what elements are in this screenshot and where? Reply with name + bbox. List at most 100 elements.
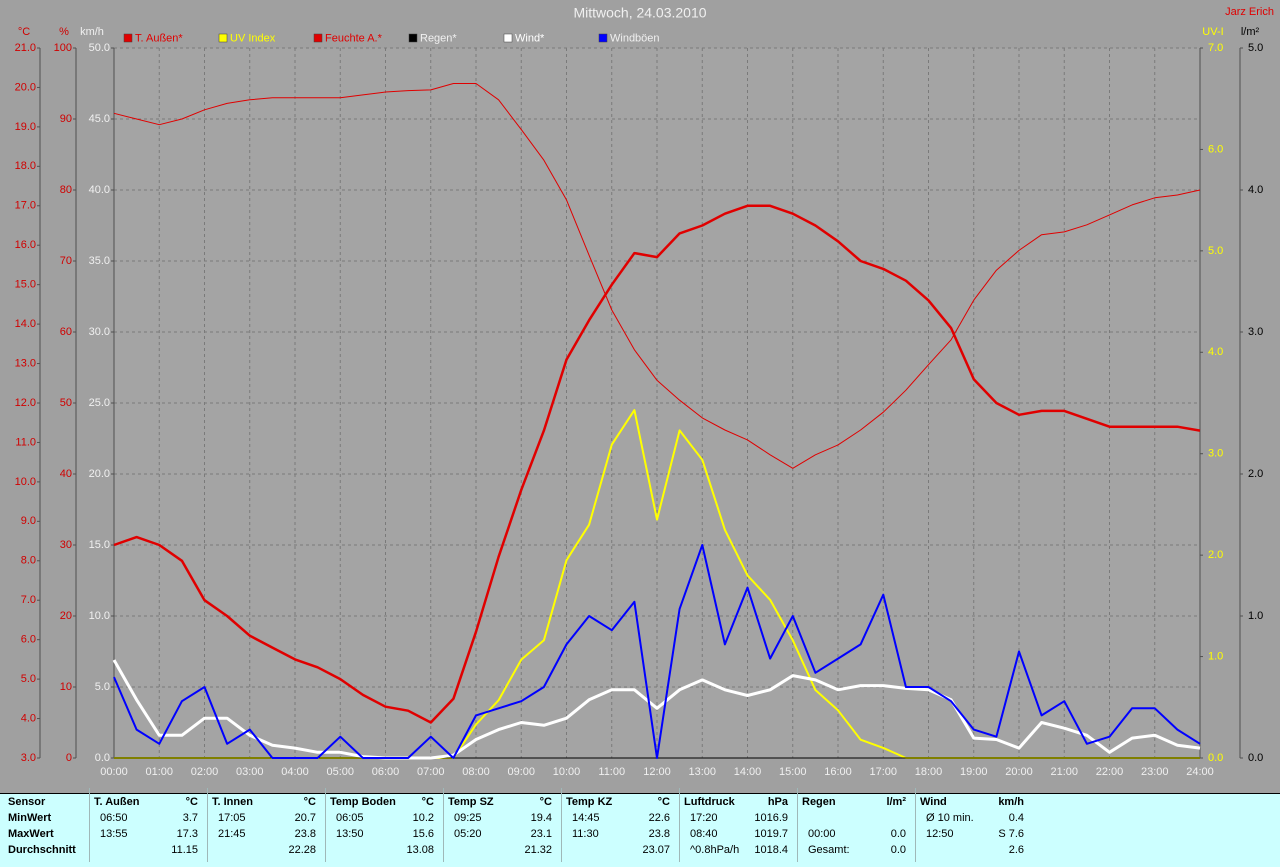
y-tick-label: 4.0 <box>21 712 36 724</box>
legend-swatch <box>408 33 418 43</box>
cell-time: 06:05 <box>336 812 364 824</box>
legend-swatch <box>598 33 608 43</box>
y-tick-label: 3.0 <box>21 752 36 764</box>
chart-title: Mittwoch, 24.03.2010 <box>573 5 706 21</box>
cell-time: 08:40 <box>690 828 718 840</box>
x-tick-label: 00:00 <box>100 766 128 778</box>
x-tick-label: 13:00 <box>688 766 716 778</box>
cell-value: 11.15 <box>171 844 198 856</box>
y-tick-label: 12.0 <box>15 397 36 409</box>
axis-label: % <box>59 26 69 38</box>
group-unit: l/m² <box>886 796 906 808</box>
y-tick-label: 5.0 <box>1248 42 1263 54</box>
y-tick-label: 25.0 <box>89 397 110 409</box>
y-tick-label: 5.0 <box>21 673 36 685</box>
cell-time: 13:50 <box>336 828 364 840</box>
group-unit: hPa <box>767 796 788 808</box>
y-tick-label: 1.0 <box>1208 650 1223 662</box>
x-tick-label: 03:00 <box>236 766 264 778</box>
cell-time: 09:25 <box>454 812 482 824</box>
cell-value: 20.7 <box>294 812 316 824</box>
row-label: Sensor <box>8 796 46 808</box>
cell-value: 3.7 <box>182 812 198 824</box>
cell-time: 11:30 <box>572 828 599 840</box>
x-tick-label: 18:00 <box>915 766 943 778</box>
y-tick-label: 30.0 <box>89 326 110 338</box>
cell-value: 13.08 <box>406 844 434 856</box>
legend-swatch <box>123 33 133 43</box>
cell-value: 22.6 <box>648 812 670 824</box>
separator <box>325 788 326 862</box>
y-tick-label: 5.0 <box>95 681 110 693</box>
y-tick-label: 10.0 <box>89 610 110 622</box>
cell-value: 17.3 <box>176 828 198 840</box>
group-name: T. Außen <box>94 796 140 808</box>
cell-value: 15.6 <box>412 828 434 840</box>
cell-value: 1018.4 <box>754 844 788 856</box>
cell-value: 10.2 <box>412 812 434 824</box>
y-tick-label: 0.0 <box>95 752 110 764</box>
y-tick-label: 7.0 <box>21 594 36 606</box>
cell-value: 1016.9 <box>754 812 788 824</box>
y-tick-label: 35.0 <box>89 255 110 267</box>
group-name: Regen <box>802 796 836 808</box>
x-tick-label: 10:00 <box>553 766 581 778</box>
x-tick-label: 20:00 <box>1005 766 1033 778</box>
y-tick-label: 0.0 <box>1248 752 1263 764</box>
separator <box>89 788 90 862</box>
cell-time: 05:20 <box>454 828 482 840</box>
cell-value: 22.28 <box>288 844 316 856</box>
cell-time: 00:00 <box>808 828 836 840</box>
separator <box>797 788 798 862</box>
y-tick-label: 15.0 <box>15 279 36 291</box>
y-tick-label: 3.0 <box>1248 326 1263 338</box>
cell-time: 17:05 <box>218 812 246 824</box>
legend-swatch <box>313 33 323 43</box>
cell-value: S 7.6 <box>998 828 1024 840</box>
y-tick-label: 8.0 <box>21 555 36 567</box>
y-tick-label: 16.0 <box>15 239 36 251</box>
y-tick-label: 20.0 <box>89 468 110 480</box>
cell-time: 13:55 <box>100 828 128 840</box>
y-tick-label: 2.0 <box>1208 549 1223 561</box>
y-tick-label: 3.0 <box>1208 448 1223 460</box>
y-tick-label: 20.0 <box>15 81 36 93</box>
cell-value: 19.4 <box>530 812 552 824</box>
y-tick-label: 30 <box>60 539 72 551</box>
y-tick-label: 2.0 <box>1248 468 1263 480</box>
row-label: Durchschnitt <box>8 844 76 856</box>
legend-label: UV Index <box>230 32 276 44</box>
x-tick-label: 19:00 <box>960 766 988 778</box>
cell-value: 1019.7 <box>754 828 788 840</box>
legend-label: Windböen <box>610 32 660 44</box>
x-tick-label: 02:00 <box>191 766 219 778</box>
x-tick-label: 01:00 <box>145 766 173 778</box>
legend-label: Wind* <box>515 32 545 44</box>
y-tick-label: 0 <box>66 752 72 764</box>
y-tick-label: 40 <box>60 468 72 480</box>
row-label: MaxWert <box>8 828 54 840</box>
group-unit: km/h <box>998 796 1024 808</box>
cell-time: 21:45 <box>218 828 246 840</box>
x-tick-label: 08:00 <box>462 766 490 778</box>
series-line <box>113 83 1201 469</box>
y-tick-label: 60 <box>60 326 72 338</box>
x-tick-label: 05:00 <box>326 766 354 778</box>
axis-label: km/h <box>80 26 104 38</box>
cell-value: 23.8 <box>648 828 670 840</box>
group-name: Wind <box>920 796 947 808</box>
x-tick-label: 16:00 <box>824 766 852 778</box>
group-unit: °C <box>185 796 198 808</box>
group-name: Temp Boden <box>330 796 396 808</box>
y-tick-label: 21.0 <box>15 42 36 54</box>
y-tick-label: 7.0 <box>1208 42 1223 54</box>
x-tick-label: 17:00 <box>869 766 897 778</box>
group-unit: °C <box>657 796 670 808</box>
group-name: T. Innen <box>212 796 253 808</box>
axis-label: UV-I <box>1202 26 1223 38</box>
y-tick-label: 20 <box>60 610 72 622</box>
y-tick-label: 80 <box>60 184 72 196</box>
summary-panel: Sensor MinWert MaxWert Durchschnitt T. Außen… <box>0 788 1280 867</box>
y-tick-label: 14.0 <box>15 318 36 330</box>
